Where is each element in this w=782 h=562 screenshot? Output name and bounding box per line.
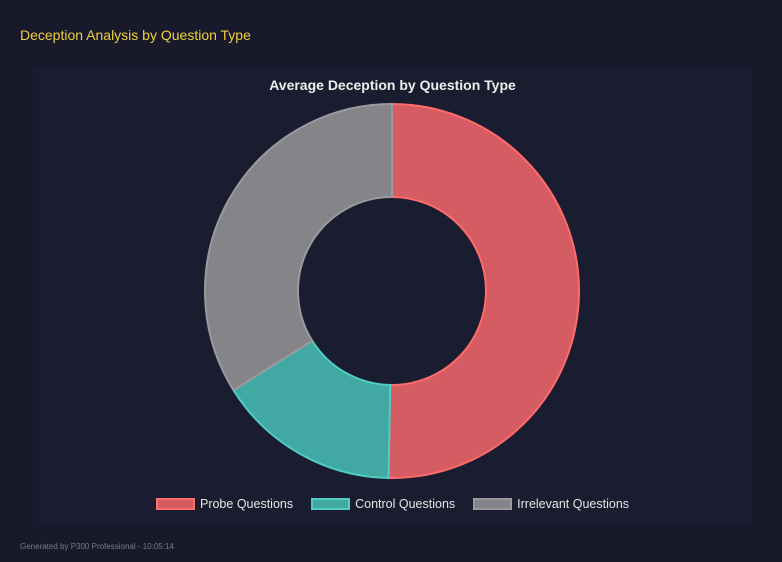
- legend-swatch: [155, 498, 195, 510]
- donut-chart: [204, 102, 580, 479]
- donut-slice-probe-questions[interactable]: [387, 102, 580, 479]
- chart-title: Average Deception by Question Type: [269, 77, 516, 93]
- legend-item-control[interactable]: Control Questions: [311, 497, 455, 511]
- footer-text: Generated by P300 Professional - 10:05:1…: [20, 542, 174, 551]
- donut-slice-irrelevant-questions[interactable]: [204, 102, 393, 392]
- page-title: Deception Analysis by Question Type: [20, 27, 251, 43]
- legend-item-probe[interactable]: Probe Questions: [155, 497, 294, 511]
- chart-panel: Average Deception by Question Type Probe…: [33, 68, 752, 522]
- legend-item-irrelevant[interactable]: Irrelevant Questions: [473, 497, 629, 511]
- donut-slice-control-questions[interactable]: [232, 339, 392, 479]
- legend-swatch: [311, 498, 351, 510]
- legend-swatch: [473, 498, 513, 510]
- legend: Probe Questions Control Questions Irrele…: [33, 497, 752, 511]
- legend-label: Irrelevant Questions: [517, 497, 630, 511]
- legend-label: Control Questions: [355, 497, 456, 511]
- legend-label: Probe Questions: [199, 497, 294, 511]
